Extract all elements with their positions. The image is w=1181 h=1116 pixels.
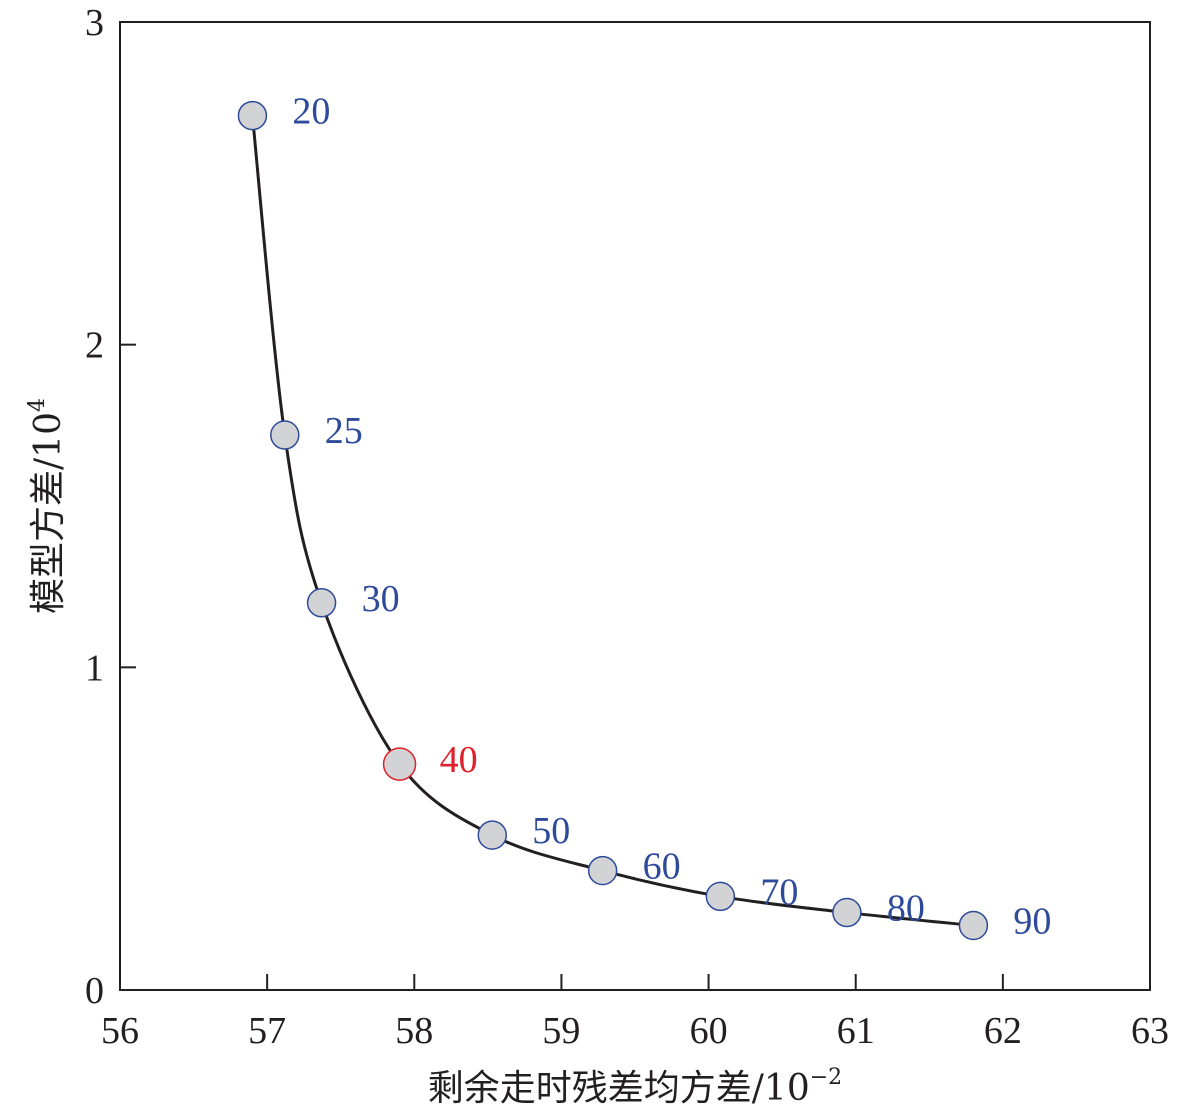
x-tick-label: 62: [984, 1010, 1022, 1052]
data-label: 50: [532, 810, 570, 852]
data-label: 60: [643, 846, 681, 888]
y-tick-label: 2: [85, 325, 104, 367]
x-tick-label: 58: [395, 1010, 433, 1052]
x-tick-label: 56: [101, 1010, 139, 1052]
x-axis-label: 剩余走时残差均方差/10−2: [428, 1065, 842, 1109]
data-point: [306, 588, 337, 618]
data-point: [237, 100, 268, 131]
x-axis-label-exponent: −2: [810, 1065, 842, 1090]
y-tick-label: 3: [85, 2, 104, 44]
plot-frame: [119, 21, 1151, 991]
data-point: [270, 420, 300, 450]
data-point: [587, 855, 618, 886]
data-label: 90: [1013, 900, 1051, 942]
data-label: 20: [292, 91, 330, 133]
point-labels: 20 25 30 40 50 60 70 80 90: [292, 91, 1051, 943]
x-tick-label: 57: [248, 1010, 286, 1052]
data-label: 30: [362, 578, 400, 620]
series-line: [250, 115, 974, 927]
x-tick-label: 59: [542, 1010, 580, 1052]
data-label: 25: [325, 410, 363, 452]
data-point: [958, 910, 989, 941]
x-tick-label: 60: [690, 1010, 728, 1052]
data-label: 80: [887, 888, 925, 930]
data-points: [237, 100, 989, 941]
y-tick-label: 1: [85, 647, 104, 689]
x-tick-label: 63: [1131, 1010, 1169, 1052]
y-axis-label: 模型方差/104: [25, 398, 69, 614]
data-point: [832, 897, 862, 928]
y-tick-label: 0: [85, 970, 104, 1012]
y-axis-label-exponent: 4: [25, 398, 50, 412]
data-label: 70: [760, 871, 798, 913]
data-point: [705, 881, 736, 912]
x-tick-label: 61: [837, 1010, 875, 1052]
x-axis: 56 57 58 59 60 61 62 63: [101, 974, 1169, 1052]
data-point-highlighted: [382, 747, 417, 781]
data-point: [477, 820, 508, 850]
data-label-highlighted: 40: [440, 739, 478, 781]
y-axis: 0 1 2 3: [85, 2, 136, 1012]
